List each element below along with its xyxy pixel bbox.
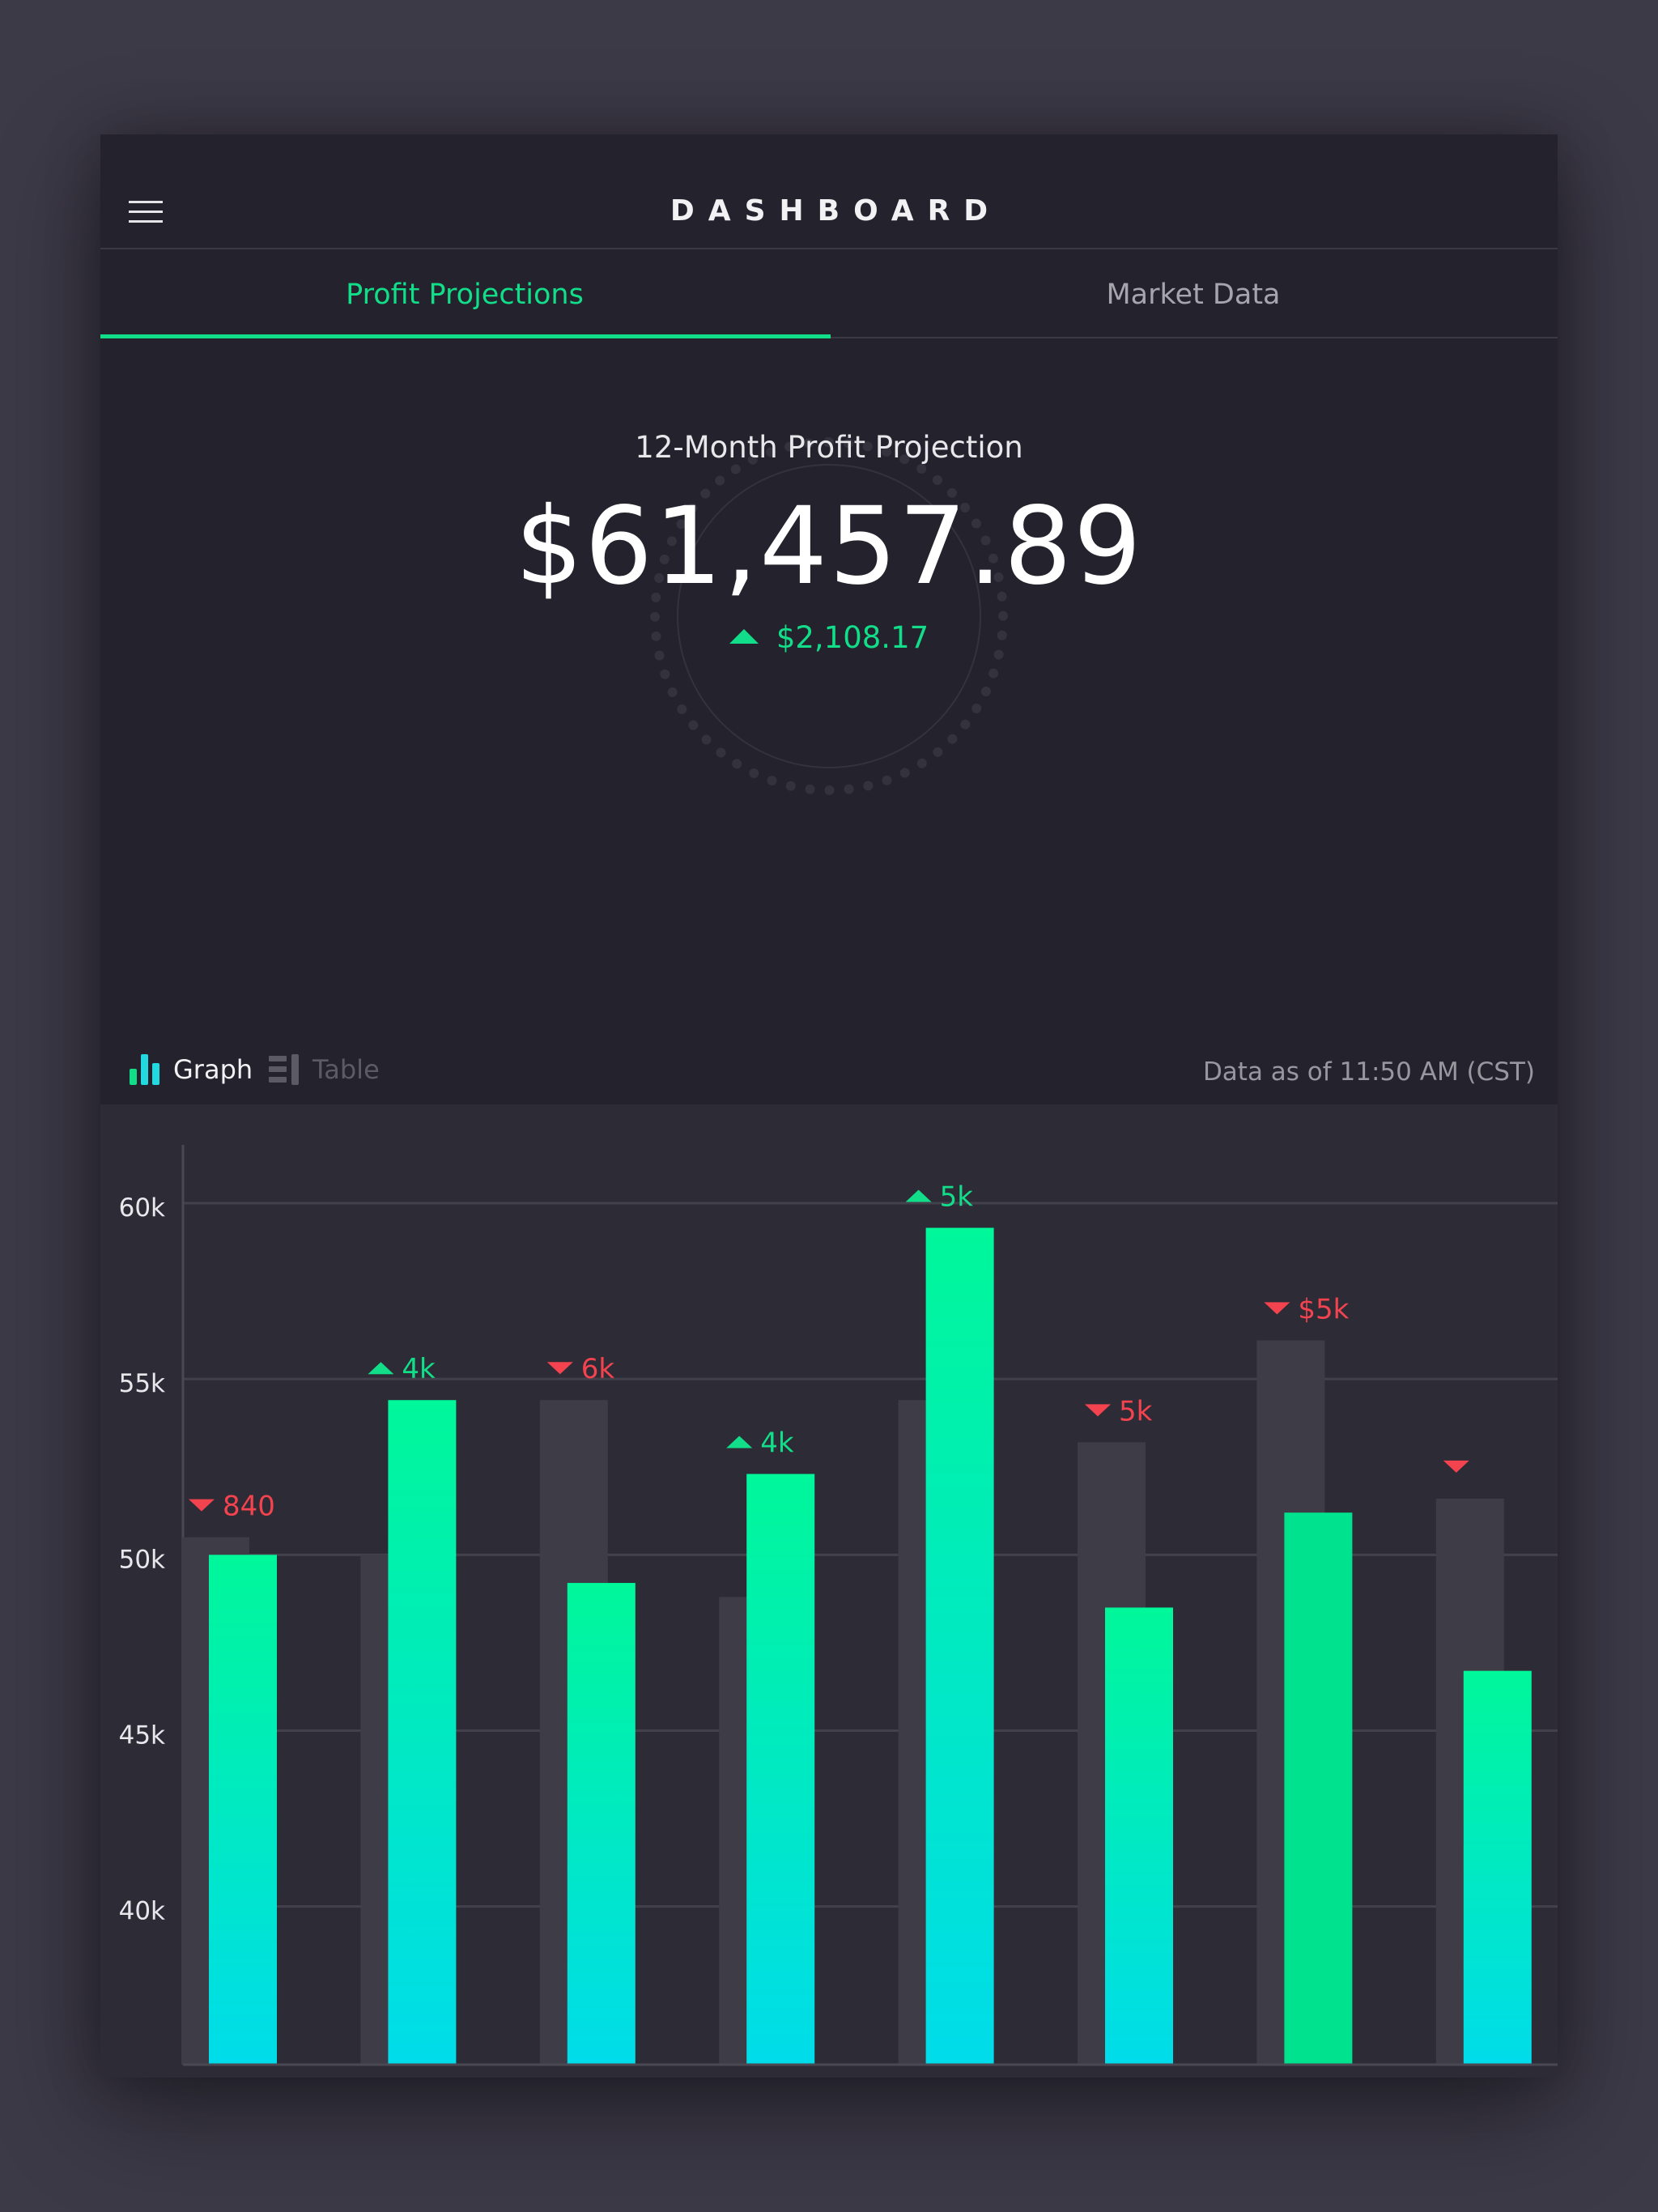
change-label: 4k xyxy=(402,1353,436,1385)
active-tab-indicator xyxy=(100,334,831,338)
projection-bar xyxy=(746,1474,815,2065)
arrow-up-icon xyxy=(726,1436,753,1448)
summary-label: 12-Month Profit Projection xyxy=(635,430,1023,465)
table-view-button[interactable]: Table xyxy=(269,1049,380,1090)
profit-chart: 40k45k50k55k60k840Aug 174kSep 176kOct 17… xyxy=(100,1104,1558,2078)
change-label: 840 xyxy=(223,1491,275,1523)
summary-delta: $2,108.17 xyxy=(100,620,1558,655)
projection-bar xyxy=(1463,1670,1532,2065)
projection-bar xyxy=(1105,1607,1173,2065)
projection-bar xyxy=(925,1227,994,2065)
profit-bar-chart: 40k45k50k55k60k840Aug 174kSep 176kOct 17… xyxy=(119,1145,1558,2066)
dashboard-screen: DASHBOARD Profit Projections Market Data… xyxy=(100,134,1558,2078)
arrow-down-icon xyxy=(189,1499,215,1512)
graph-view-button[interactable]: Graph xyxy=(130,1049,253,1090)
y-tick-label: 55k xyxy=(119,1369,165,1398)
y-tick-label: 45k xyxy=(119,1721,165,1750)
arrow-up-icon xyxy=(368,1362,394,1375)
bar-chart-icon xyxy=(130,1054,160,1085)
change-label: 5k xyxy=(1119,1395,1153,1427)
projection-bar xyxy=(567,1583,636,2065)
change-label: 5k xyxy=(940,1180,974,1213)
change-label: 4k xyxy=(760,1427,794,1459)
arrow-up-icon xyxy=(729,628,759,644)
page-title: DASHBOARD xyxy=(670,194,1002,228)
y-tick-label: 40k xyxy=(119,1897,165,1926)
arrow-up-icon xyxy=(905,1189,932,1202)
tab-profit-projections[interactable]: Profit Projections xyxy=(346,279,584,311)
y-tick-label: 50k xyxy=(119,1545,165,1574)
arrow-down-icon xyxy=(1085,1404,1111,1417)
tab-market-data[interactable]: Market Data xyxy=(1106,279,1281,311)
summary-delta-value: $2,108.17 xyxy=(776,620,929,655)
decorative-ring-inner xyxy=(677,464,981,768)
graph-view-label: Graph xyxy=(173,1054,253,1085)
change-label: $5k xyxy=(1298,1293,1349,1325)
y-tick-label: 60k xyxy=(119,1193,165,1223)
arrow-down-icon xyxy=(1264,1302,1290,1315)
data-timestamp: Data as of 11:50 AM (CST) xyxy=(1202,1057,1535,1087)
arrow-down-icon xyxy=(546,1362,573,1375)
change-label: 6k xyxy=(581,1353,615,1385)
arrow-down-icon xyxy=(1443,1460,1469,1473)
table-list-icon xyxy=(269,1054,300,1085)
projection-bar xyxy=(209,1555,277,2065)
projection-bar xyxy=(1284,1512,1353,2065)
profit-summary xyxy=(100,340,1558,988)
projection-bar xyxy=(388,1400,457,2065)
hamburger-menu-icon[interactable] xyxy=(129,201,163,223)
table-view-label: Table xyxy=(312,1054,380,1085)
top-bar: DASHBOARD xyxy=(100,134,1558,249)
summary-amount: $61,457.89 xyxy=(515,484,1143,609)
chart-toolbar: Graph Table Data as of 11:50 AM (CST) xyxy=(100,1038,1558,1104)
tab-bar: Profit Projections Market Data xyxy=(100,251,1558,338)
